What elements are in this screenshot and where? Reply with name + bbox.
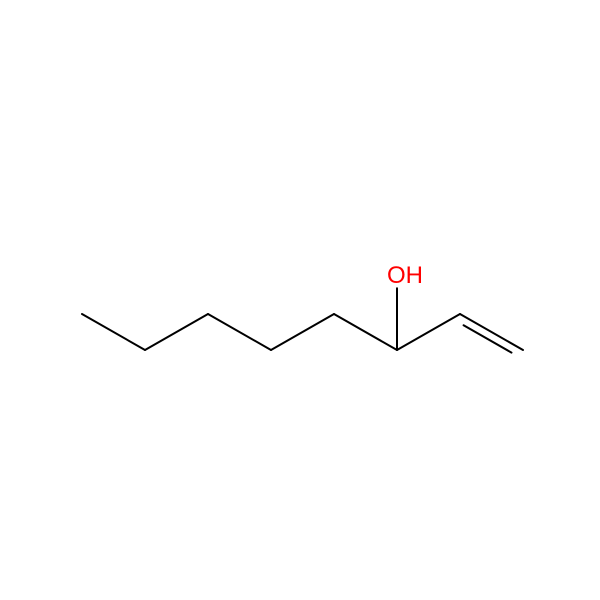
hydroxyl-label: OH <box>387 262 423 289</box>
bond-line <box>460 314 523 350</box>
bond-line <box>271 314 334 350</box>
bond-line <box>334 314 397 350</box>
bond-line <box>208 314 271 350</box>
bond-line <box>145 314 208 350</box>
bond-line <box>397 314 460 350</box>
bond-line <box>82 314 145 350</box>
molecule-diagram: OH <box>0 0 600 600</box>
